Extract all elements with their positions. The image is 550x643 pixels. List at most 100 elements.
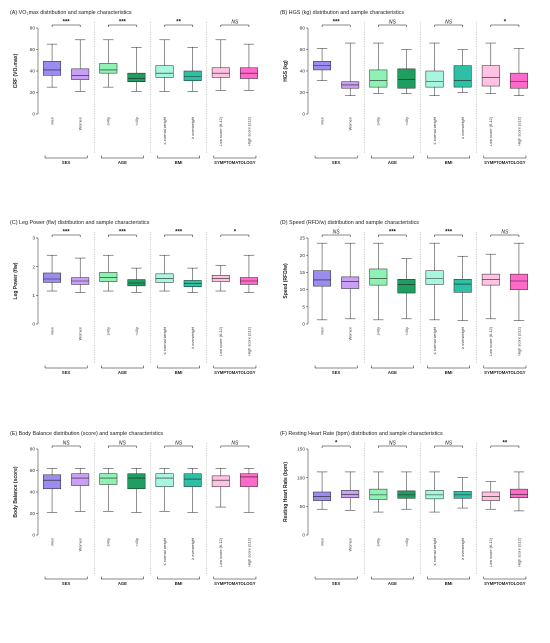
group-label: AGE: [388, 581, 397, 586]
y-axis-label: CRF (VO₂max): [13, 53, 19, 88]
category-label: ≤ normal weight: [432, 116, 437, 144]
category-label: Men: [319, 538, 324, 546]
significance-label: NS: [119, 441, 127, 447]
y-tick-label: 0: [302, 533, 305, 539]
box-5: [425, 471, 444, 513]
box-4: [127, 267, 146, 293]
box-2: [341, 471, 360, 511]
category-label: ≥ overweight: [190, 537, 195, 560]
group-label: SYMPTOMATOLOGY: [484, 581, 526, 586]
box-4: [127, 468, 146, 513]
category-label: ≤ normal weight: [432, 326, 437, 354]
group-label: SEX: [62, 370, 71, 375]
iqr-box: [183, 473, 202, 487]
group-label: SYMPTOMATOLOGY: [484, 370, 526, 375]
y-tick-label: 40: [30, 69, 36, 75]
iqr-box: [453, 65, 472, 88]
box-4: [397, 258, 416, 320]
iqr-box: [71, 473, 90, 486]
category-label: High score (≥12): [516, 537, 521, 566]
category-label: <40y: [404, 327, 409, 336]
category-label: Women: [348, 117, 353, 130]
y-tick-label: 40: [300, 69, 306, 75]
y-tick-label: 5: [302, 304, 305, 310]
category-label: Men: [319, 327, 324, 335]
category-label: <40y: [404, 538, 409, 547]
chart-panel-4: (D) Speed (RFD/w) distribution and sampl…: [280, 220, 528, 375]
significance-label: *: [504, 20, 507, 26]
y-tick-label: 20: [300, 90, 306, 96]
significance-label: NS: [231, 441, 239, 447]
chart-panel-1: (A) VO₂max distribution and sample chara…: [10, 10, 258, 165]
panel-title: (D) Speed (RFD/w) distribution and sampl…: [280, 220, 419, 226]
box-1: [43, 254, 62, 292]
category-label: High score (≥12): [246, 116, 251, 145]
category-label: High score (≥12): [246, 537, 251, 566]
iqr-box: [99, 63, 118, 74]
group-label: SYMPTOMATOLOGY: [214, 370, 256, 375]
iqr-box: [155, 273, 174, 283]
group-label: SYMPTOMATOLOGY: [484, 160, 526, 165]
box-3: [369, 471, 388, 513]
category-label: Low score (6-12): [218, 116, 223, 146]
iqr-box: [183, 70, 202, 81]
box-1: [43, 468, 62, 513]
category-label: Men: [49, 327, 54, 335]
group-label: SEX: [332, 160, 341, 165]
box-8: [239, 254, 258, 293]
category-label: High score (≥12): [516, 326, 521, 355]
significance-label: NS: [231, 20, 239, 26]
y-axis-label: HGS (kg): [283, 60, 289, 82]
y-tick-label: 80: [30, 26, 36, 32]
box-4: [397, 49, 416, 94]
category-label: Women: [78, 327, 83, 340]
box-3: [369, 242, 388, 321]
box-4: [127, 47, 146, 92]
panel-title: (A) VO₂max distribution and sample chara…: [10, 10, 132, 16]
iqr-box: [211, 67, 230, 78]
iqr-box: [509, 72, 528, 89]
significance-label: ***: [119, 20, 127, 26]
box-5: [155, 468, 174, 512]
y-tick-label: 20: [30, 511, 36, 517]
y-tick-label: 15: [300, 270, 306, 276]
y-tick-label: 80: [30, 447, 36, 453]
iqr-box: [481, 273, 500, 286]
box-2: [71, 257, 90, 293]
iqr-box: [369, 488, 388, 500]
category-label: Men: [319, 117, 324, 125]
iqr-box: [425, 270, 444, 285]
category-label: ≥40y: [106, 327, 111, 335]
box-7: [481, 253, 500, 320]
box-1: [43, 43, 62, 88]
box-6: [183, 47, 202, 92]
category-label: ≥ overweight: [460, 116, 465, 139]
y-tick-label: 0: [302, 112, 305, 118]
box-7: [211, 468, 230, 508]
group-label: BMI: [175, 370, 183, 375]
significance-label: NS: [389, 441, 397, 447]
iqr-box: [481, 65, 500, 87]
box-3: [369, 42, 388, 94]
iqr-box: [155, 473, 174, 487]
category-label: <40y: [134, 327, 139, 336]
category-label: ≥ overweight: [460, 326, 465, 349]
box-1: [313, 242, 332, 321]
y-axis-label: Body Balance (score): [13, 466, 19, 517]
group-label: BMI: [175, 160, 183, 165]
significance-label: NS: [445, 20, 453, 26]
box-7: [481, 42, 500, 94]
group-label: BMI: [445, 160, 453, 165]
group-label: SYMPTOMATOLOGY: [214, 160, 256, 165]
y-tick-label: 20: [30, 90, 36, 96]
box-7: [211, 264, 230, 292]
group-label: SEX: [332, 370, 341, 375]
category-label: Women: [348, 538, 353, 551]
y-tick-label: 25: [300, 236, 306, 242]
y-tick-label: 0: [32, 322, 35, 328]
y-tick-label: 2: [32, 264, 35, 270]
category-label: ≥ overweight: [190, 326, 195, 349]
box-7: [211, 39, 230, 91]
group-label: BMI: [175, 581, 183, 586]
category-label: ≥ overweight: [460, 537, 465, 560]
